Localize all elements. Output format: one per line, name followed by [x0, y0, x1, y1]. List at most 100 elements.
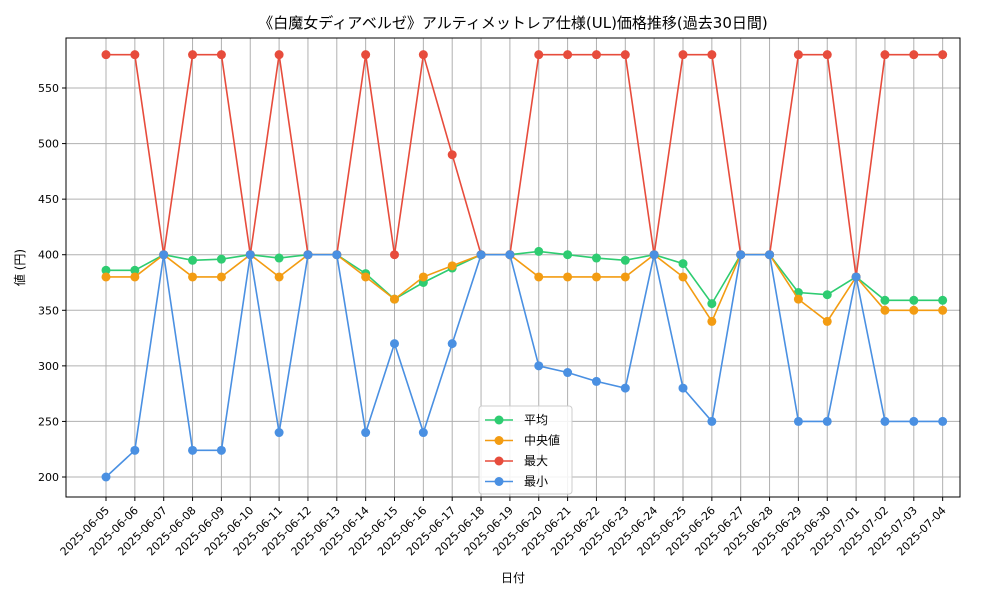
data-point	[591, 272, 601, 282]
series-line	[106, 253, 943, 324]
data-point	[534, 272, 544, 282]
data-point	[101, 265, 111, 275]
data-point	[880, 305, 890, 315]
data-point	[390, 339, 399, 349]
data-point	[361, 272, 371, 282]
legend-label: 最大	[524, 454, 548, 468]
data-point	[188, 272, 198, 282]
data-point	[216, 254, 226, 264]
legend-label: 最小	[524, 475, 548, 489]
data-point	[736, 250, 746, 260]
data-point	[909, 305, 919, 315]
data-point	[822, 316, 832, 326]
y-tick-label: 300	[38, 360, 59, 373]
data-point	[591, 253, 601, 263]
data-point	[101, 272, 111, 282]
data-point	[707, 416, 717, 426]
data-point	[274, 50, 284, 60]
data-point	[678, 50, 688, 60]
data-point	[880, 416, 890, 426]
data-point	[880, 50, 890, 60]
series-line	[106, 53, 943, 278]
y-axis-label: 値 (円)	[12, 249, 27, 286]
data-point	[159, 250, 169, 260]
data-point	[447, 150, 457, 160]
data-point	[707, 299, 717, 309]
data-point	[418, 428, 428, 438]
data-point	[563, 272, 573, 282]
data-point	[851, 272, 861, 282]
data-point	[361, 50, 371, 60]
data-point	[793, 50, 803, 60]
data-point	[332, 250, 342, 260]
data-point	[418, 272, 428, 282]
legend-marker	[494, 456, 504, 466]
y-tick-label: 550	[38, 82, 59, 95]
legend-box	[478, 405, 573, 495]
data-point	[216, 272, 226, 282]
data-point	[130, 445, 140, 455]
data-point	[938, 295, 948, 305]
data-point	[274, 253, 284, 263]
data-point	[534, 50, 544, 60]
data-point	[563, 368, 573, 378]
series	[101, 50, 948, 482]
data-point	[563, 50, 573, 60]
data-point	[130, 272, 140, 282]
data-point	[707, 316, 717, 326]
data-point	[793, 416, 803, 426]
data-point	[938, 305, 948, 315]
data-point	[361, 428, 371, 438]
data-point	[678, 259, 688, 269]
y-tick-label: 500	[38, 138, 59, 151]
data-point	[505, 250, 515, 260]
data-point	[390, 294, 399, 304]
data-point	[880, 295, 890, 305]
series-line	[106, 250, 943, 306]
data-point	[909, 295, 919, 305]
legend-label: 平均	[524, 413, 548, 427]
data-point	[909, 50, 919, 60]
data-point	[447, 339, 457, 349]
data-point	[938, 50, 948, 60]
data-point	[534, 246, 544, 256]
y-ticks: 200 250 300 350 400 450 500 550	[38, 82, 66, 484]
data-point	[303, 250, 313, 260]
data-point	[216, 50, 226, 60]
data-point	[188, 445, 198, 455]
data-point	[765, 250, 775, 260]
data-point	[101, 472, 111, 482]
data-point	[620, 272, 630, 282]
data-point	[476, 250, 486, 260]
y-tick-label: 200	[38, 471, 59, 484]
legend-marker	[494, 436, 504, 445]
data-point	[678, 383, 688, 393]
data-point	[390, 250, 399, 260]
series-3	[101, 250, 948, 482]
data-point	[130, 265, 140, 275]
data-point	[822, 416, 832, 426]
data-point	[591, 376, 601, 386]
y-tick-label: 450	[38, 193, 59, 206]
data-point	[793, 294, 803, 304]
data-point	[101, 50, 111, 60]
data-point	[188, 50, 198, 60]
data-point	[678, 272, 688, 282]
chart-title: 《白魔女ディアベルゼ》アルティメットレア仕様(UL)価格推移(過去30日間)	[258, 14, 767, 32]
data-point	[620, 50, 630, 60]
legend-marker	[494, 415, 504, 425]
data-point	[534, 361, 544, 371]
data-point	[245, 250, 255, 260]
data-point	[938, 416, 948, 426]
data-point	[591, 50, 601, 60]
legend-label: 中央値	[524, 433, 560, 448]
plot-frame	[65, 37, 961, 498]
y-tick-label: 350	[38, 304, 59, 317]
legend-marker	[494, 477, 504, 486]
data-point	[274, 272, 284, 282]
data-point	[274, 428, 284, 438]
data-point	[216, 445, 226, 455]
data-point	[649, 250, 659, 260]
